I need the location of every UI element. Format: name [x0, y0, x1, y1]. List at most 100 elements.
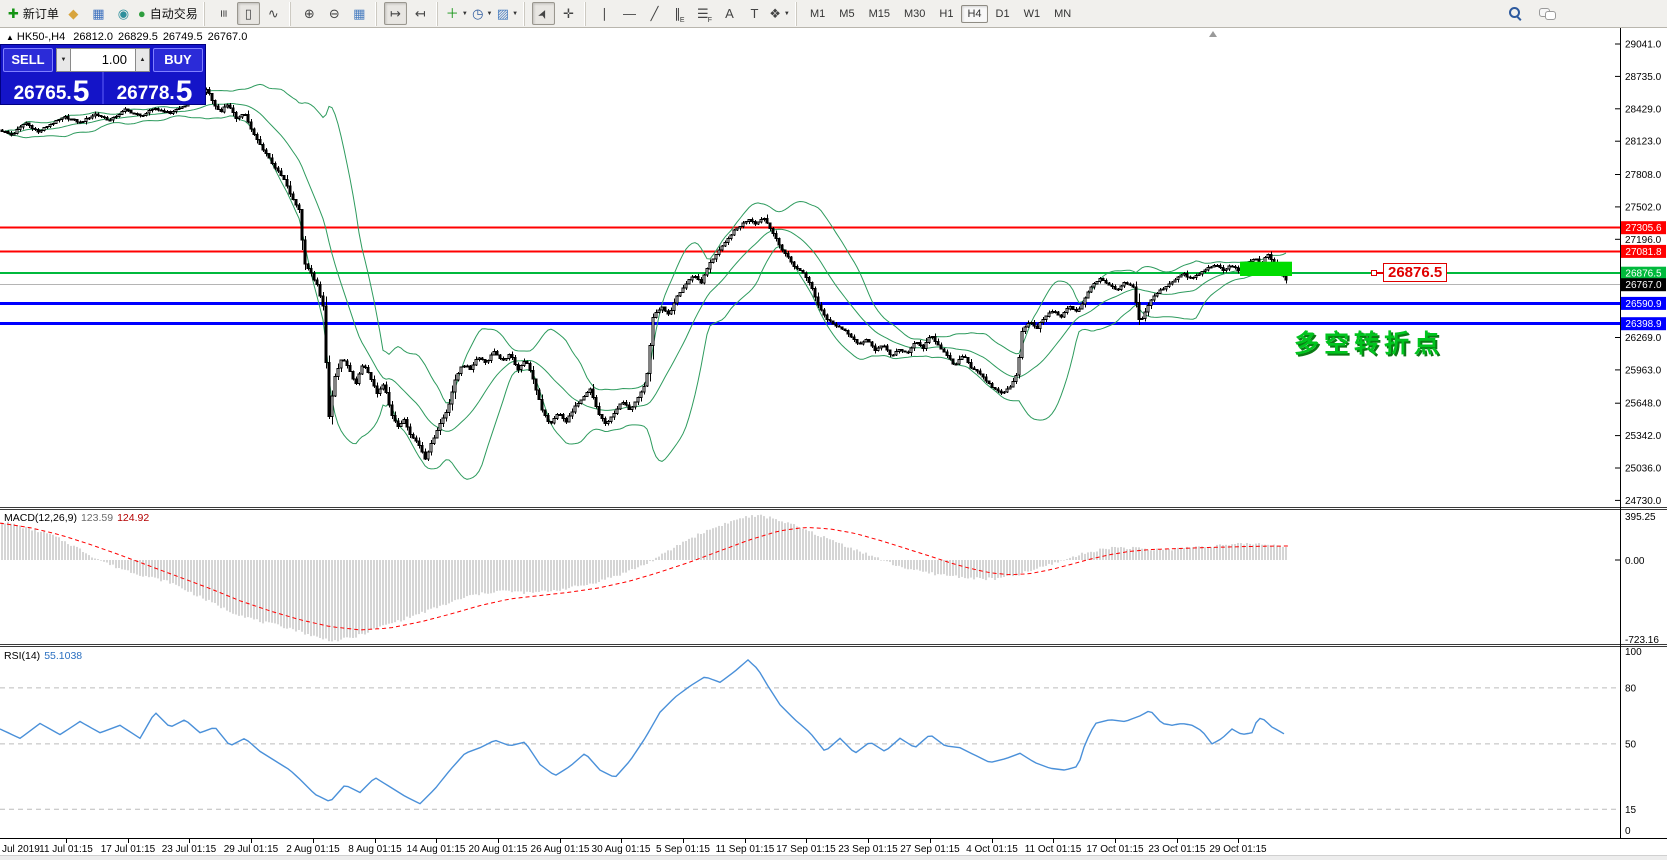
chart-shift-button[interactable]: ↤ [409, 2, 432, 25]
volume-stepper: ▼ 1.00 ▲ [56, 47, 150, 72]
buy-button[interactable]: BUY [153, 47, 203, 72]
timeframe-m5[interactable]: M5 [839, 7, 855, 20]
svg-text:-723.16: -723.16 [1625, 635, 1659, 646]
toolbar-group: ↦ ↤ [375, 1, 437, 26]
chat-icon[interactable] [1539, 7, 1556, 20]
shapes-button[interactable]: ❖ ▼ [768, 2, 791, 25]
charts-window-icon: ▦ [92, 6, 105, 21]
market-watch-icon: ◆ [68, 6, 79, 21]
new-order-button[interactable]: ✚ 新订单 [7, 2, 60, 25]
symbol-marker-icon: ▲ [6, 33, 14, 42]
indicators-icon: ＋ [445, 6, 459, 21]
sell-button[interactable]: SELL [3, 47, 53, 72]
svg-text:23 Sep 01:15: 23 Sep 01:15 [838, 844, 898, 855]
zoom-in-button[interactable]: ⊕ [298, 2, 321, 25]
auto-scroll-button[interactable]: ↦ [383, 2, 407, 25]
channel-icon: ∥ [674, 6, 681, 21]
buy-price-main: 26778. [116, 83, 175, 104]
label-button[interactable]: T [743, 2, 766, 25]
signals-button[interactable]: ◉ [112, 2, 135, 25]
auto-trading-button-label: 自动交易 [149, 7, 198, 21]
chevron-down-icon: ▼ [486, 10, 493, 17]
indicators-button[interactable]: ＋ ▼ [445, 2, 469, 25]
fibonacci-button[interactable]: ☰ F [697, 6, 712, 24]
tile-windows-icon: ▦ [353, 6, 366, 21]
sell-price[interactable]: 26765. 5 [1, 72, 102, 107]
timeframe-w1[interactable]: W1 [1023, 7, 1041, 20]
volume-input[interactable]: 1.00 [71, 47, 135, 72]
periods-button[interactable]: ◷ ▼ [471, 2, 494, 25]
svg-text:11 Sep 01:15: 11 Sep 01:15 [716, 844, 775, 855]
chart-ohlc-header: ▲ HK50-,H4 26812.0 26829.5 26749.5 26767.0 [6, 31, 252, 43]
horizontal-line-button[interactable]: ― [618, 2, 641, 25]
fibonacci-icon: ☰ [697, 6, 709, 21]
svg-text:14 Aug 01:15: 14 Aug 01:15 [407, 844, 466, 855]
line-chart-icon: ∿ [267, 6, 279, 21]
one-click-trading-panel: SELL ▼ 1.00 ▲ BUY 26765. 5 26778. 5 [0, 44, 206, 107]
chevron-down-icon: ▼ [461, 10, 468, 17]
tile-windows-button[interactable]: ▦ [348, 2, 371, 25]
bar-chart-button[interactable]: ≡ [212, 2, 235, 25]
rsi-value: 55.1038 [44, 650, 83, 662]
svg-text:17 Jul 01:15: 17 Jul 01:15 [101, 844, 156, 855]
svg-text:27081.8: 27081.8 [1625, 247, 1662, 258]
bar-chart-icon: ≡ [215, 9, 231, 18]
svg-text:20 Aug 01:15: 20 Aug 01:15 [469, 844, 528, 855]
timeframe-mn[interactable]: MN [1054, 7, 1072, 20]
timeframe-d1[interactable]: D1 [995, 7, 1010, 20]
toolbar-group: ≡ ▯ ∿ [203, 1, 290, 26]
toolbar-group: ∣ ― ╱ ∥ E ☰ F A T ❖ ▼ [585, 1, 796, 26]
candlestick-chart-icon: ▯ [244, 6, 252, 21]
timeframe-h4[interactable]: H4 [961, 4, 988, 23]
templates-button[interactable]: ▨ ▼ [496, 2, 519, 25]
toolbar-group: ✚ 新订单 ◆ ▦ ◉ ● 自动交易 [0, 2, 204, 26]
crosshair-button[interactable]: ✛ [557, 2, 580, 25]
label-icon: T [750, 6, 759, 21]
vertical-line-button[interactable]: ∣ [593, 2, 616, 25]
new-order-icon: ✚ [8, 6, 19, 21]
timeframe-h1[interactable]: H1 [939, 7, 954, 20]
trendline-icon: ╱ [650, 6, 659, 21]
price-level-tag[interactable]: 26876.5 [1383, 263, 1448, 282]
svg-text:28123.0: 28123.0 [1625, 137, 1662, 148]
zoom-out-button[interactable]: ⊖ [323, 2, 346, 25]
timeframe-m30[interactable]: M30 [903, 7, 926, 20]
svg-text:26767.0: 26767.0 [1625, 280, 1662, 291]
symbol-label: HK50-,H4 [16, 31, 66, 43]
vertical-line-icon: ∣ [601, 6, 608, 21]
candlestick-chart-button[interactable]: ▯ [236, 2, 260, 25]
svg-text:25036.0: 25036.0 [1625, 464, 1662, 475]
svg-text:80: 80 [1625, 683, 1637, 694]
svg-text:24730.0: 24730.0 [1625, 496, 1662, 507]
ohlc-high: 26829.5 [118, 31, 158, 43]
buy-price[interactable]: 26778. 5 [102, 72, 205, 106]
timeframe-m15[interactable]: M15 [868, 7, 890, 20]
trendline-button[interactable]: ╱ [643, 2, 666, 25]
turning-point-annotation[interactable]: 多空转折点 [1294, 330, 1445, 358]
market-watch-button[interactable]: ◆ [62, 2, 85, 25]
volume-decrease-button[interactable]: ▼ [56, 47, 71, 72]
svg-text:27196.0: 27196.0 [1625, 235, 1662, 246]
svg-text:11 Jul 01:15: 11 Jul 01:15 [39, 844, 93, 855]
volume-increase-button[interactable]: ▲ [135, 47, 150, 72]
svg-text:25342.0: 25342.0 [1625, 431, 1662, 442]
toolbar-group: ➤ ✛ [524, 1, 585, 26]
auto-trading-button[interactable]: ● 自动交易 [137, 2, 199, 25]
timeframe-m1[interactable]: M1 [810, 7, 826, 20]
line-chart-button[interactable]: ∿ [262, 2, 285, 25]
svg-text:15: 15 [1625, 805, 1637, 816]
cursor-button[interactable]: ➤ [532, 2, 556, 25]
svg-text:17 Sep 01:15: 17 Sep 01:15 [776, 844, 836, 855]
search-icon[interactable] [1508, 6, 1523, 21]
zoom-in-icon: ⊕ [303, 6, 315, 21]
svg-text:17 Oct 01:15: 17 Oct 01:15 [1086, 844, 1144, 855]
charts-window-button[interactable]: ▦ [87, 2, 110, 25]
channel-button[interactable]: ∥ E [674, 6, 685, 24]
text-button[interactable]: A [718, 2, 741, 25]
svg-text:25963.0: 25963.0 [1625, 365, 1662, 376]
toolbar-group: ⊕ ⊖ ▦ [289, 1, 376, 26]
macd-indicator-label: MACD(12,26,9) 123.59 124.92 [4, 512, 150, 524]
periods-icon: ◷ [472, 6, 484, 21]
crosshair-icon: ✛ [563, 6, 574, 21]
